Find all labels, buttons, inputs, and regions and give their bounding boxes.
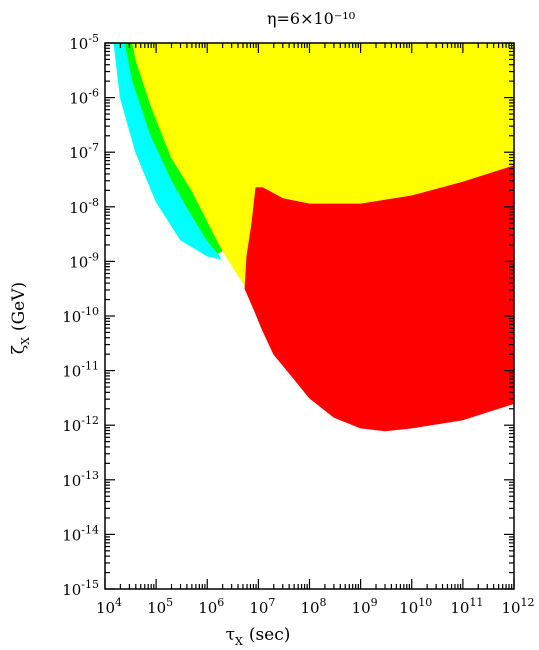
x-tick-label: 106	[198, 596, 224, 617]
y-tick-label: 10-14	[62, 523, 99, 544]
x-tick-label: 107	[249, 596, 275, 617]
y-axis-subscript: X	[19, 337, 32, 345]
x-tick-label: 105	[147, 596, 173, 617]
axis-ticks	[104, 42, 515, 590]
y-tick-label: 10-6	[69, 87, 99, 108]
y-tick-label: 10-15	[62, 578, 99, 599]
region-3	[244, 165, 515, 432]
x-tick-label: 1011	[450, 596, 483, 617]
y-tick-label: 10-8	[69, 196, 99, 217]
x-tick-label: 1012	[501, 596, 534, 617]
y-tick-labels: 10-5 10-6 10-7 10-8 10-9 10-10 10-11 10-12 10-13…	[62, 32, 99, 599]
y-axis-symbol: ζ	[9, 345, 29, 354]
x-axis-subscript: X	[235, 635, 243, 648]
y-tick-label: 10-10	[62, 305, 99, 326]
y-tick-label: 10-13	[62, 469, 99, 490]
y-tick-label: 10-9	[69, 250, 99, 271]
y-axis-title: ζX (GeV)	[9, 282, 32, 354]
exclusion-regions	[113, 42, 515, 432]
x-tick-labels: 104 105 106 107 108 109 1010 1011 1012	[96, 596, 535, 617]
x-tick-label: 104	[96, 596, 122, 617]
x-axis-title: τX (sec)	[226, 625, 291, 648]
y-tick-label: 10-7	[69, 141, 99, 162]
x-tick-label: 109	[352, 596, 378, 617]
y-axis-unit: (GeV)	[9, 282, 29, 331]
x-axis-symbol: τ	[226, 625, 235, 645]
x-tick-label: 1010	[399, 596, 432, 617]
y-tick-label: 10-12	[62, 414, 99, 435]
x-tick-label: 108	[300, 596, 326, 617]
y-tick-label: 10-11	[62, 360, 99, 381]
plot-title: η=6×10⁻¹⁰	[267, 9, 355, 28]
x-axis-unit: (sec)	[249, 625, 291, 645]
y-tick-label: 10-5	[69, 32, 99, 53]
